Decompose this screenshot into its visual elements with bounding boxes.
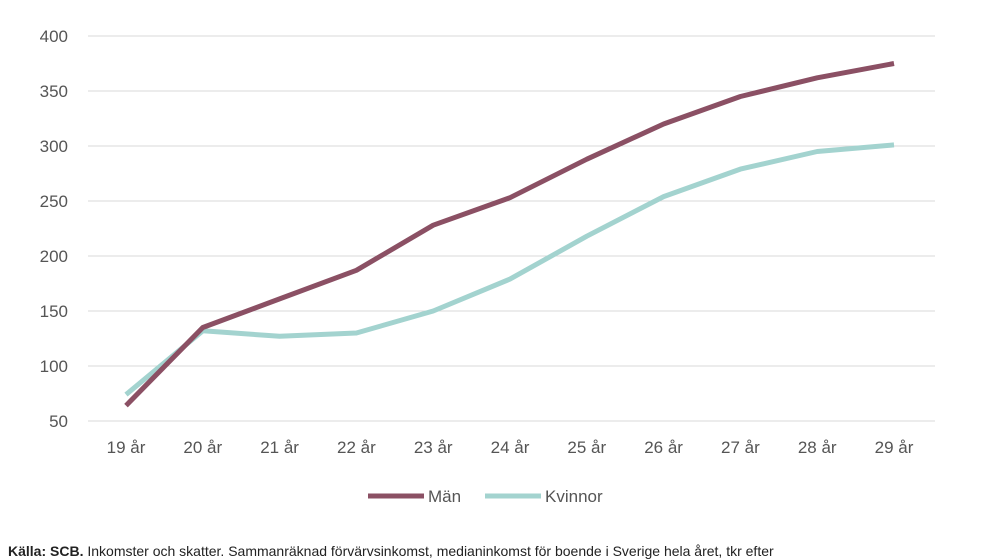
source-label: Källa: SCB. [8, 543, 84, 559]
x-tick-label: 29 år [875, 438, 914, 457]
x-tick-label: 22 år [337, 438, 376, 457]
x-tick-label: 25 år [567, 438, 606, 457]
source-note: Källa: SCB. Inkomster och skatter. Samma… [8, 540, 992, 559]
y-tick-label: 150 [40, 302, 68, 321]
y-axis-ticks: 50 100 150 200 250 300 350 400 [40, 27, 68, 431]
y-tick-label: 200 [40, 247, 68, 266]
x-tick-label: 21 år [260, 438, 299, 457]
x-axis-ticks: 19 år 20 år 21 år 22 år 23 år 24 år 25 år 26 år… [107, 438, 914, 457]
x-tick-label: 26 år [644, 438, 683, 457]
x-tick-label: 24 år [491, 438, 530, 457]
x-tick-label: 27 år [721, 438, 760, 457]
series-lines [124, 61, 895, 408]
legend-label-1: Kvinnor [545, 487, 603, 506]
x-tick-label: 28 år [798, 438, 837, 457]
y-tick-label: 400 [40, 27, 68, 46]
series-line-0 [124, 61, 895, 408]
y-tick-label: 50 [49, 412, 68, 431]
y-tick-label: 100 [40, 357, 68, 376]
x-tick-label: 23 år [414, 438, 453, 457]
source-text: Inkomster och skatter. Sammanräknad förv… [87, 543, 774, 559]
x-tick-label: 19 år [107, 438, 146, 457]
y-tick-label: 350 [40, 82, 68, 101]
y-tick-label: 250 [40, 192, 68, 211]
series-line-1 [124, 142, 895, 397]
x-tick-label: 20 år [183, 438, 222, 457]
line-chart: 50 100 150 200 250 300 350 400 19 år 20 år 21 år 2… [40, 27, 935, 506]
legend: Män Kvinnor [368, 487, 603, 506]
gridlines [88, 35, 935, 422]
legend-label-0: Män [428, 487, 461, 506]
y-tick-label: 300 [40, 137, 68, 156]
